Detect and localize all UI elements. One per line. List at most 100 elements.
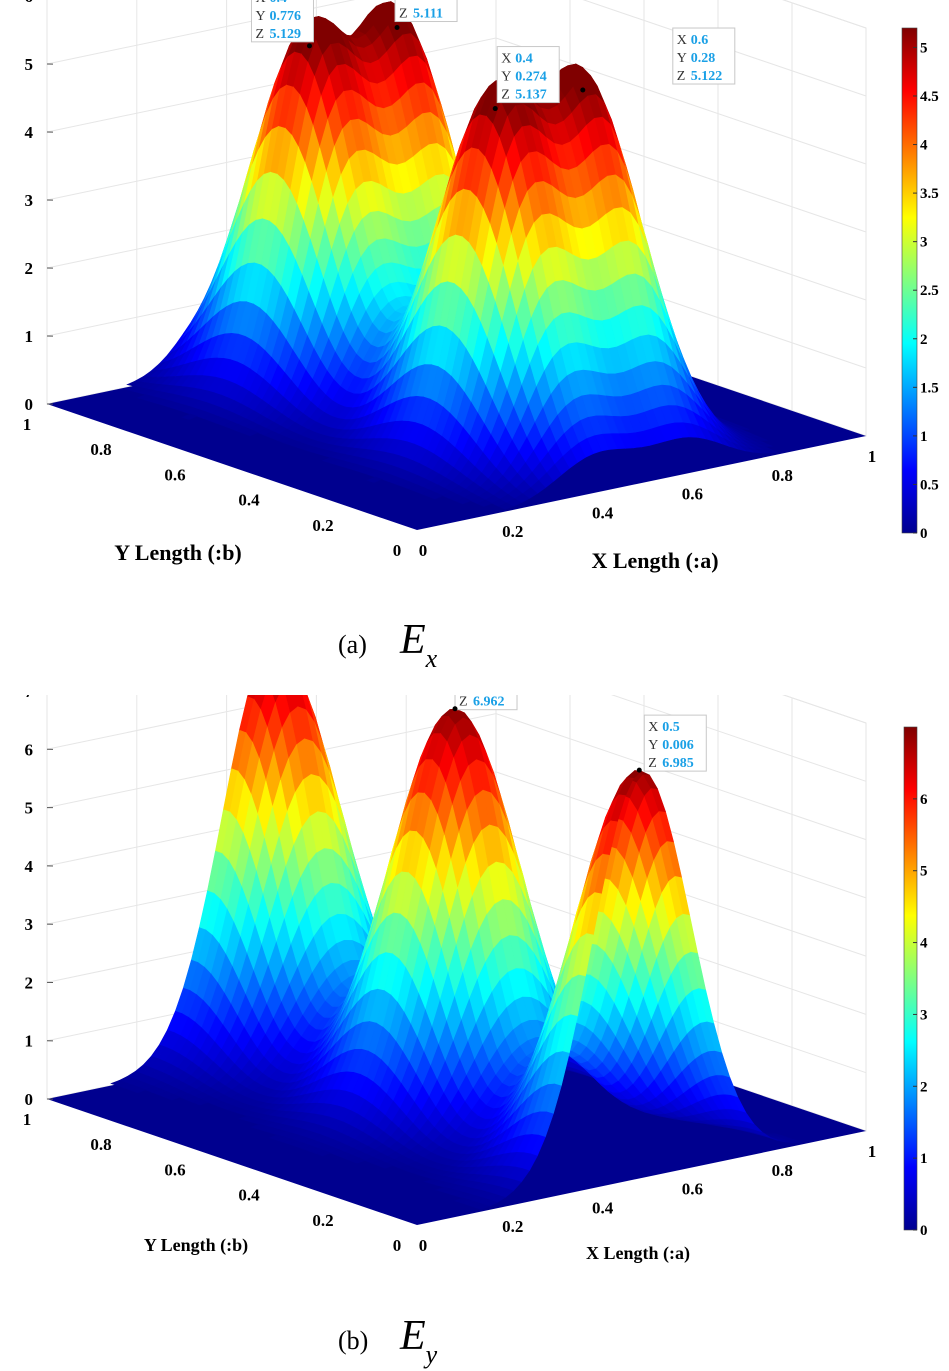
datatip-value: 0.782: [413, 0, 445, 4]
colorbar-tick-label: 3: [920, 1007, 928, 1023]
z-tick-label: 3: [25, 191, 34, 210]
colorbar-tick-label: 3: [920, 235, 928, 251]
colorbar-tick-label: 2.5: [920, 283, 939, 299]
x-tick-label: 0.6: [682, 1180, 703, 1199]
y-tick-label: 0.4: [238, 491, 260, 510]
y-tick-label: 0: [393, 1236, 402, 1255]
caption-a-symbol: Ex: [400, 617, 438, 673]
y-tick-label: 0.6: [164, 465, 185, 484]
x-tick-label: 0.4: [592, 503, 614, 522]
colorbar-tick-label: 0: [920, 526, 928, 542]
datatip-box: [454, 695, 518, 711]
y-tick-label: 0.8: [90, 440, 111, 459]
z-tick-label: 1: [25, 327, 34, 346]
datatip-key: X: [501, 52, 511, 67]
y-tick-label: 0.6: [164, 1160, 185, 1179]
z-tick-label: 4: [25, 857, 34, 876]
datatip-key: Y: [399, 0, 409, 4]
z-tick-label: 4: [25, 123, 34, 142]
datatip-box: [250, 0, 314, 43]
surface-patch: [272, 695, 280, 704]
x-tick-label: 0.2: [502, 1217, 523, 1236]
datatip-marker: [492, 106, 498, 112]
datatip-box: [672, 27, 736, 85]
datatip-value: 6.985: [662, 756, 694, 771]
datatip-value: 0.5: [662, 720, 680, 735]
y-tick-label: 0.4: [238, 1186, 260, 1205]
datatip-marker: [580, 87, 586, 93]
x-axis-label: X Length (:a): [586, 1243, 690, 1264]
datatip-marker: [636, 767, 642, 773]
z-gridline: [46, 695, 867, 782]
datatip-key: Z: [459, 695, 468, 710]
datatip-box: [643, 714, 707, 772]
datatip-box: [496, 46, 560, 104]
colorbar-tick-label: 2: [920, 332, 928, 348]
y-tick-label: 0: [393, 541, 402, 560]
y-tick-label: 0.2: [312, 1211, 333, 1230]
datatip-key: Z: [648, 756, 657, 771]
datatip-key: Z: [677, 69, 686, 84]
x-axis-label: X Length (:a): [591, 548, 718, 573]
z-tick-label: 7: [25, 695, 34, 701]
caption-b: (b) Ey: [0, 1302, 949, 1369]
datatip-key: Y: [501, 70, 511, 85]
colorbar-tick-label: 2: [920, 1079, 928, 1095]
surface-patch: [455, 497, 472, 505]
surface-patch: [366, 476, 383, 483]
ey-surface-chart: Ey0123456700.20.40.60.8100.20.40.60.81X …: [23, 695, 928, 1264]
colorbar-tick-label: 1: [920, 429, 928, 445]
z-tick-label: 3: [25, 915, 34, 934]
x-tick-label: 0.4: [592, 1198, 614, 1217]
z-tick-label: 6: [25, 0, 34, 6]
datatip-value: 0.6: [691, 33, 709, 48]
datatip: X 0.5 Y 0.006 Z 6.985: [636, 714, 707, 773]
colorbar-tick-label: 4: [920, 936, 928, 952]
caption-b-label: (b): [338, 1326, 369, 1355]
datatip-value: 0.4: [515, 52, 533, 67]
caption-a-subscript: x: [425, 644, 438, 673]
surface-patch: [473, 1203, 491, 1210]
datatip-key: Z: [255, 27, 264, 42]
z-tick-label: 1: [25, 1032, 34, 1051]
colorbar-tick-label: 0.5: [920, 477, 939, 493]
y-tick-label: 0.2: [312, 516, 333, 535]
datatip-value: 5.129: [269, 27, 301, 42]
y-tick-label: 1: [23, 1110, 32, 1129]
datatip: X0.6Y0.782Z5.111: [394, 0, 458, 31]
datatip-key: Y: [255, 9, 265, 24]
x-tick-label: 0: [419, 541, 428, 560]
colorbar-tick-label: 4.5: [920, 89, 939, 105]
datatip-value: 0.776: [269, 9, 301, 24]
y-axis-label: Y Length (:b): [144, 1235, 248, 1256]
surface: [47, 695, 866, 1225]
colorbar: [901, 27, 918, 534]
surface-patch: [476, 499, 493, 507]
surface-patch: [497, 502, 514, 510]
datatip-key: X: [255, 0, 265, 6]
surface-patch: [349, 1157, 366, 1164]
datatip-value: 0.006: [662, 738, 694, 753]
x-tick-label: 1: [868, 447, 877, 466]
datatip-box: [394, 0, 458, 23]
datatip-marker: [306, 43, 312, 49]
caption-a-label: (a): [338, 630, 367, 659]
surface-patch: [242, 429, 259, 437]
surface-patch: [164, 1094, 181, 1101]
z-tick-label: 5: [25, 799, 34, 818]
datatip-key: Z: [501, 88, 510, 103]
datatip-value: 0.274: [515, 70, 547, 85]
surface-patch: [427, 492, 444, 500]
datatip: X 0.4 Y 0.776 Z 5.129: [250, 0, 314, 49]
z-tick-label: 0: [25, 1090, 34, 1109]
datatip: X 0.6 Y 0.28 Z 5.122: [580, 27, 736, 93]
x-tick-label: 1: [868, 1142, 877, 1161]
z-gridline: [46, 0, 867, 97]
colorbar-tick-label: 5: [920, 864, 928, 880]
datatip: X0.5Y0.504Z6.962: [452, 695, 518, 712]
z-tick-label: 5: [25, 55, 34, 74]
datatip-value: 5.111: [413, 7, 443, 22]
caption-a: (a) Ex: [0, 606, 949, 673]
